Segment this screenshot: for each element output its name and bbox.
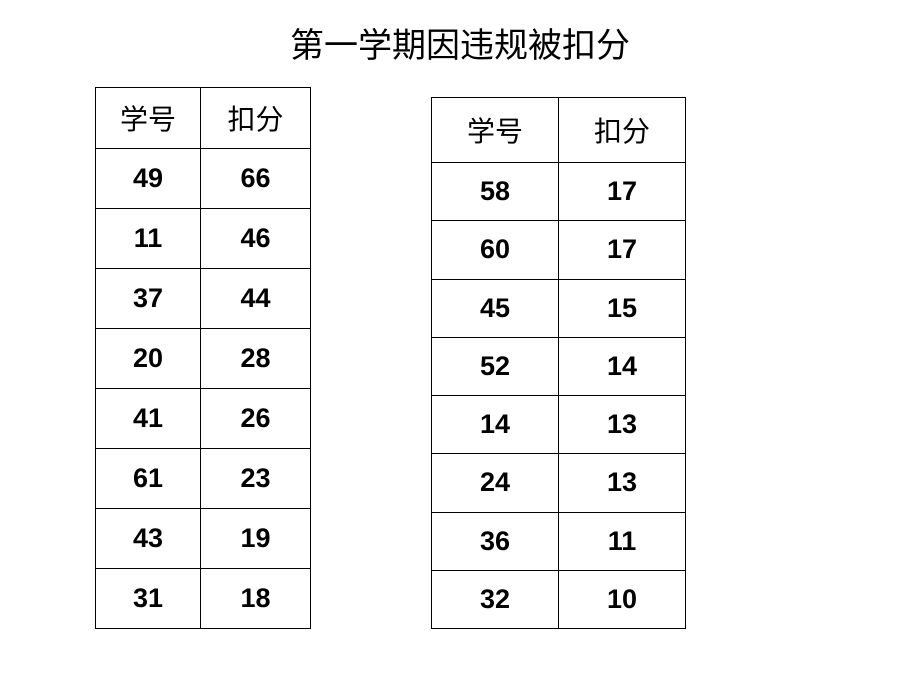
tables-container: 学号 扣分 49 66 11 46 37 44 20 28 41 <box>0 77 920 629</box>
cell-student-id: 36 <box>432 512 559 570</box>
table-row: 37 44 <box>96 269 311 329</box>
cell-deduction: 26 <box>201 389 311 449</box>
cell-deduction: 46 <box>201 209 311 269</box>
table-row: 24 13 <box>432 454 686 512</box>
cell-deduction: 17 <box>559 163 686 221</box>
cell-deduction: 13 <box>559 396 686 454</box>
cell-student-id: 32 <box>432 570 559 628</box>
cell-deduction: 13 <box>559 454 686 512</box>
cell-student-id: 52 <box>432 337 559 395</box>
cell-student-id: 24 <box>432 454 559 512</box>
table-row: 31 18 <box>96 569 311 629</box>
cell-deduction: 28 <box>201 329 311 389</box>
cell-deduction: 44 <box>201 269 311 329</box>
table-row: 58 17 <box>432 163 686 221</box>
cell-deduction: 19 <box>201 509 311 569</box>
cell-deduction: 15 <box>559 279 686 337</box>
cell-deduction: 11 <box>559 512 686 570</box>
cell-student-id: 11 <box>96 209 201 269</box>
cell-student-id: 43 <box>96 509 201 569</box>
table-header-row: 学号 扣分 <box>96 88 311 149</box>
table-row: 60 17 <box>432 221 686 279</box>
cell-student-id: 20 <box>96 329 201 389</box>
table-row: 43 19 <box>96 509 311 569</box>
cell-student-id: 31 <box>96 569 201 629</box>
cell-deduction: 14 <box>559 337 686 395</box>
deduction-table-left: 学号 扣分 49 66 11 46 37 44 20 28 41 <box>95 87 311 629</box>
header-deduction: 扣分 <box>201 88 311 149</box>
cell-student-id: 37 <box>96 269 201 329</box>
table-row: 32 10 <box>432 570 686 628</box>
table-row: 36 11 <box>432 512 686 570</box>
cell-student-id: 45 <box>432 279 559 337</box>
cell-deduction: 66 <box>201 149 311 209</box>
page-title: 第一学期因违规被扣分 <box>0 0 920 77</box>
table-row: 61 23 <box>96 449 311 509</box>
cell-deduction: 17 <box>559 221 686 279</box>
cell-student-id: 58 <box>432 163 559 221</box>
table-row: 41 26 <box>96 389 311 449</box>
cell-student-id: 61 <box>96 449 201 509</box>
cell-student-id: 14 <box>432 396 559 454</box>
cell-student-id: 41 <box>96 389 201 449</box>
header-student-id: 学号 <box>96 88 201 149</box>
cell-deduction: 10 <box>559 570 686 628</box>
table-row: 49 66 <box>96 149 311 209</box>
cell-student-id: 49 <box>96 149 201 209</box>
table-row: 45 15 <box>432 279 686 337</box>
cell-student-id: 60 <box>432 221 559 279</box>
header-student-id: 学号 <box>432 98 559 163</box>
table-header-row: 学号 扣分 <box>432 98 686 163</box>
table-row: 14 13 <box>432 396 686 454</box>
table-row: 20 28 <box>96 329 311 389</box>
cell-deduction: 23 <box>201 449 311 509</box>
table-row: 52 14 <box>432 337 686 395</box>
header-deduction: 扣分 <box>559 98 686 163</box>
table-row: 11 46 <box>96 209 311 269</box>
deduction-table-right: 学号 扣分 58 17 60 17 45 15 52 14 14 <box>431 97 686 629</box>
cell-deduction: 18 <box>201 569 311 629</box>
